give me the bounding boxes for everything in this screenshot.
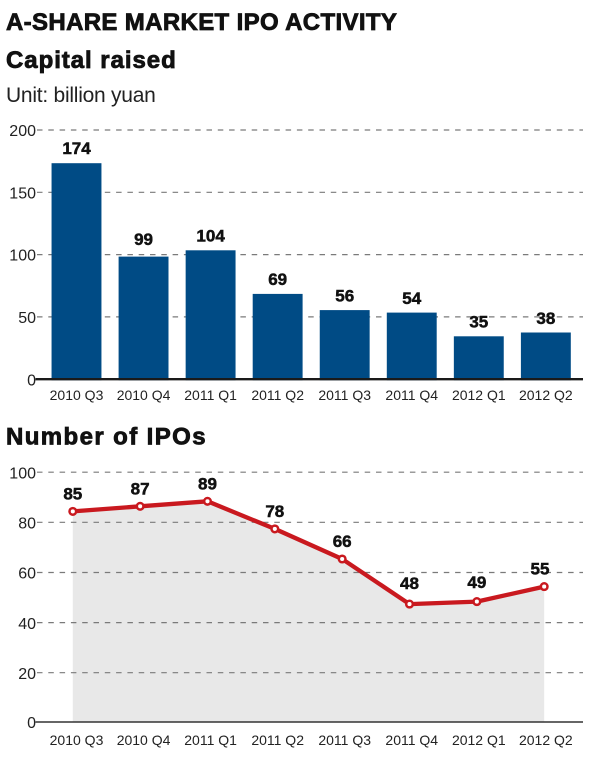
svg-text:49: 49: [467, 573, 486, 592]
svg-text:Number of IPOs: Number of IPOs: [6, 424, 207, 451]
svg-text:2011 Q2: 2011 Q2: [251, 387, 304, 403]
svg-text:87: 87: [131, 479, 150, 498]
svg-text:38: 38: [536, 309, 555, 328]
svg-text:69: 69: [268, 270, 287, 289]
svg-text:89: 89: [198, 474, 217, 493]
svg-text:2010 Q3: 2010 Q3: [50, 387, 104, 403]
svg-text:85: 85: [63, 484, 82, 503]
svg-text:A-SHARE MARKET IPO ACTIVITY: A-SHARE MARKET IPO ACTIVITY: [6, 9, 397, 36]
svg-text:55: 55: [531, 560, 550, 579]
svg-text:Unit: billion yuan: Unit: billion yuan: [6, 84, 156, 107]
svg-text:104: 104: [196, 226, 225, 245]
svg-text:100: 100: [9, 465, 36, 482]
svg-text:2012 Q1: 2012 Q1: [452, 387, 506, 403]
svg-text:80: 80: [18, 516, 36, 533]
svg-text:2011 Q4: 2011 Q4: [385, 387, 438, 403]
svg-text:Capital raised: Capital raised: [6, 47, 177, 74]
svg-text:2011 Q3: 2011 Q3: [318, 732, 371, 748]
svg-text:78: 78: [265, 502, 284, 521]
svg-text:60: 60: [18, 566, 36, 583]
svg-text:50: 50: [18, 310, 36, 327]
svg-text:66: 66: [333, 532, 352, 551]
svg-text:150: 150: [9, 185, 36, 202]
svg-text:0: 0: [27, 372, 36, 389]
svg-text:2011 Q1: 2011 Q1: [184, 732, 237, 748]
svg-text:56: 56: [335, 286, 354, 305]
svg-text:0: 0: [27, 715, 36, 732]
svg-text:174: 174: [62, 139, 91, 158]
svg-text:2012 Q2: 2012 Q2: [519, 387, 573, 403]
svg-text:2011 Q2: 2011 Q2: [251, 732, 304, 748]
svg-text:200: 200: [9, 123, 36, 140]
svg-text:2010 Q4: 2010 Q4: [117, 732, 171, 748]
svg-text:2011 Q4: 2011 Q4: [385, 732, 438, 748]
svg-text:2010 Q4: 2010 Q4: [117, 387, 171, 403]
svg-text:40: 40: [18, 616, 36, 633]
svg-text:99: 99: [134, 230, 153, 249]
svg-text:2011 Q1: 2011 Q1: [184, 387, 237, 403]
svg-text:2012 Q2: 2012 Q2: [519, 732, 573, 748]
svg-text:20: 20: [18, 666, 36, 683]
svg-text:100: 100: [9, 248, 36, 265]
svg-text:2010 Q3: 2010 Q3: [50, 732, 104, 748]
svg-text:54: 54: [402, 289, 421, 308]
svg-text:2012 Q1: 2012 Q1: [452, 732, 506, 748]
svg-text:35: 35: [469, 313, 488, 332]
svg-text:2011 Q3: 2011 Q3: [318, 387, 371, 403]
svg-text:48: 48: [400, 574, 419, 593]
